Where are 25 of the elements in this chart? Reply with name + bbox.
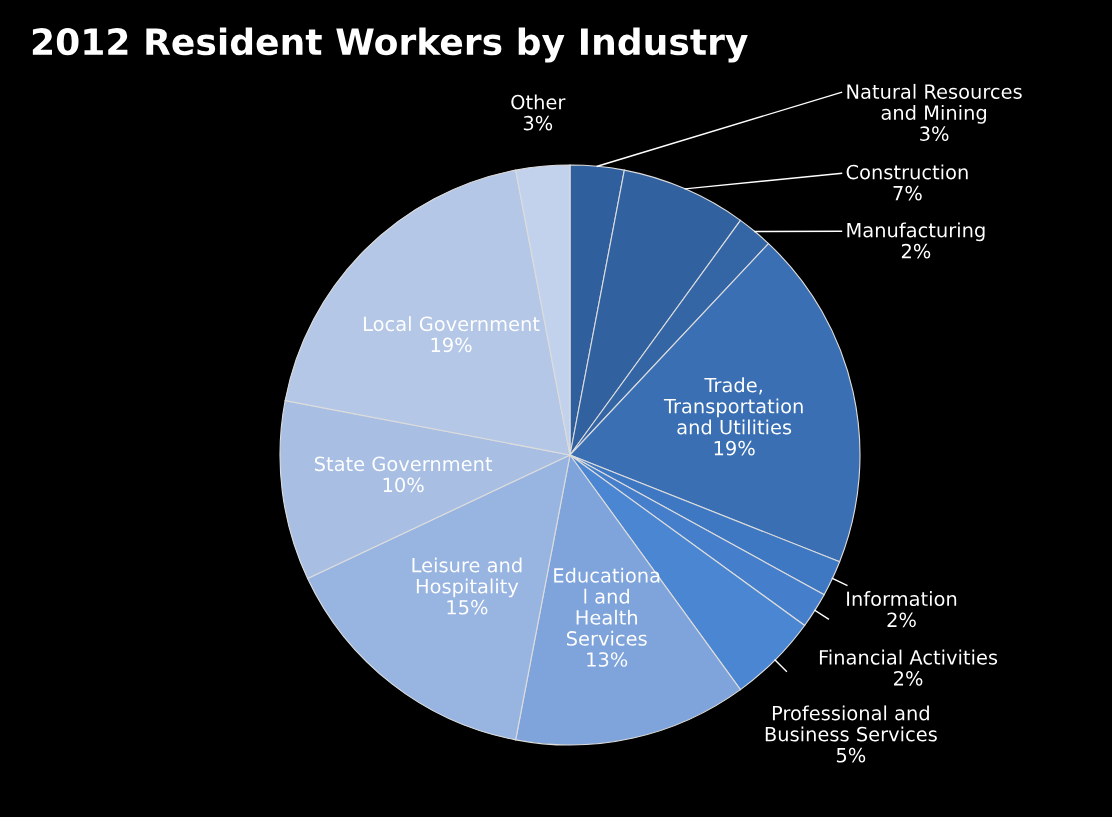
chart-title: 2012 Resident Workers by Industry: [32, 27, 748, 63]
data-label: 19%: [431, 337, 472, 353]
slice-label: State Government: [314, 456, 493, 472]
slice-label: Educationa l and Health Services: [554, 567, 660, 646]
slice-label: Local Government: [364, 316, 540, 332]
slice-label: Natural Resources and Mining: [847, 83, 1022, 124]
data-label: 2%: [894, 670, 923, 686]
slice-label: Financial Activities: [819, 649, 998, 665]
slice-label: Manufacturing: [847, 222, 985, 242]
slice-label: Information: [847, 591, 957, 607]
slice-label: Leisure and Hospitality: [412, 557, 522, 598]
data-label: 2%: [887, 612, 916, 628]
data-label: 19%: [714, 440, 755, 456]
slice-label: Professional and Business Services: [765, 705, 937, 742]
slice-label: Construction: [846, 164, 968, 180]
data-label: 3%: [523, 115, 553, 131]
data-label: 15%: [447, 599, 488, 615]
data-label: 2%: [901, 243, 931, 259]
data-label: 5%: [836, 747, 866, 763]
slice-label: Other: [511, 94, 566, 110]
slice-label: Trade, Transportation and Utilities: [663, 377, 803, 435]
data-label: 10%: [383, 477, 424, 493]
data-label: 3%: [920, 126, 949, 141]
data-label: 7%: [893, 185, 922, 201]
data-label: 13%: [587, 652, 628, 667]
